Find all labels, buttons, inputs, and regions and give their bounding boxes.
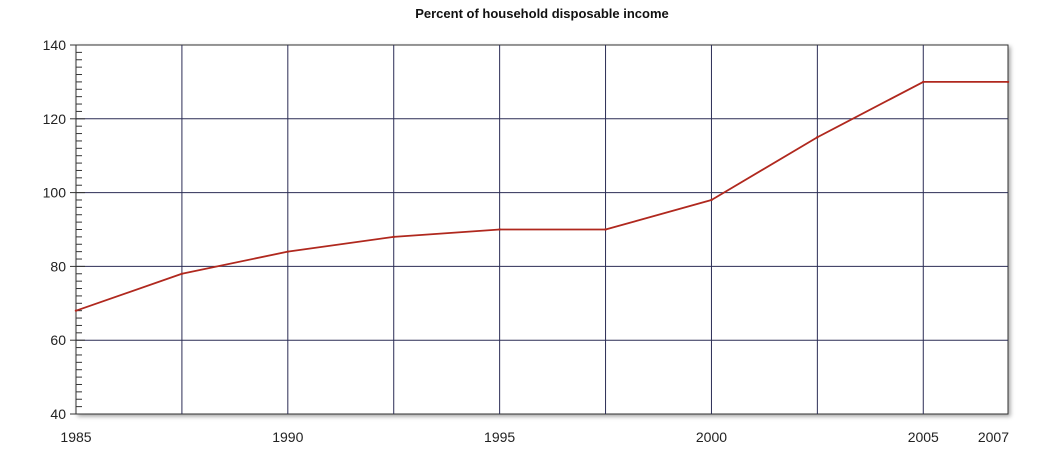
- x-tick-label: 2005: [908, 429, 939, 445]
- data-point: [1006, 80, 1010, 84]
- x-axis: 1985 1990 1995 2000 2005 2007: [60, 429, 1009, 445]
- data-point: [816, 136, 819, 139]
- y-axis: 40 60 80 100 120 140: [43, 37, 76, 422]
- x-tick-label: 1990: [272, 429, 303, 445]
- y-tick-label: 60: [50, 332, 66, 348]
- data-point: [710, 198, 713, 202]
- series: [74, 80, 1010, 312]
- y-tick-label: 40: [50, 406, 66, 422]
- data-point: [498, 228, 501, 231]
- data-point: [604, 228, 607, 231]
- x-tick-label: 2000: [696, 429, 727, 445]
- data-point: [74, 309, 78, 312]
- data-point: [180, 272, 184, 275]
- x-tick-label: 1985: [60, 429, 91, 445]
- y-tick-label: 120: [43, 111, 67, 127]
- chart-title: Percent of household disposable income: [415, 6, 669, 21]
- y-tick-label: 140: [43, 37, 67, 53]
- grid: [76, 45, 1008, 414]
- x-tick-label: 1995: [484, 429, 515, 445]
- data-point: [922, 80, 925, 84]
- series-line: [75, 81, 1008, 312]
- x-tick-label: 2007: [978, 429, 1009, 445]
- y-tick-label: 100: [43, 185, 67, 201]
- y-tick-label: 80: [50, 258, 66, 274]
- y-minor-ticks: [76, 44, 85, 415]
- data-point: [392, 235, 395, 239]
- data-point: [286, 250, 290, 253]
